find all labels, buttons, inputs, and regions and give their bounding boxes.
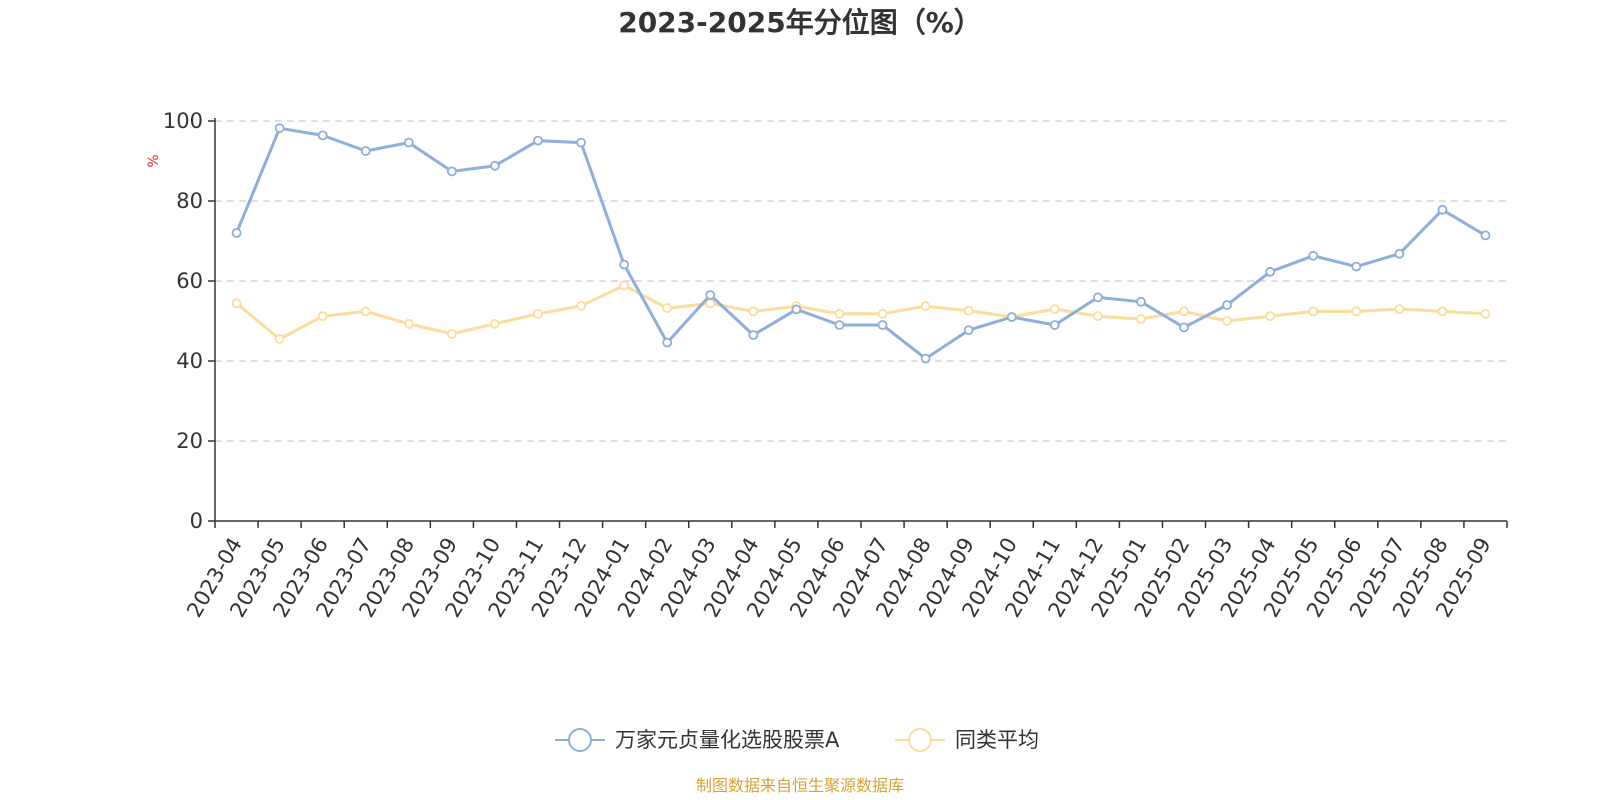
data-point [619, 259, 630, 270]
data-point [1480, 230, 1491, 241]
data-point [1136, 314, 1146, 324]
data-point [1179, 306, 1189, 317]
data-point [1437, 306, 1448, 317]
y-tick-label: 0 [190, 509, 203, 533]
data-point [1092, 311, 1103, 322]
data-point [1222, 316, 1232, 326]
data-point [1308, 250, 1319, 261]
data-point [877, 308, 888, 319]
data-point [1265, 311, 1276, 322]
data-point [662, 337, 673, 348]
series-line [235, 283, 1486, 341]
data-point [360, 146, 371, 156]
data-point [1222, 300, 1232, 310]
data-point [1351, 261, 1362, 272]
data-point [317, 130, 328, 141]
data-point [533, 308, 543, 319]
axes: 0204060801002023-042023-052023-062023-07… [163, 109, 1508, 621]
series-fund [231, 123, 1491, 364]
data-point [1394, 304, 1405, 314]
data-point [920, 353, 931, 364]
legend-item[interactable]: 同类平均 [895, 728, 1039, 752]
series-lines [231, 123, 1491, 364]
data-point [317, 311, 328, 322]
data-point [446, 166, 457, 177]
y-tick-label: 20 [176, 429, 203, 453]
data-point [877, 320, 888, 330]
data-point [576, 137, 586, 148]
legend-marker-icon [568, 728, 592, 752]
data-point [274, 334, 285, 344]
data-point [1092, 292, 1103, 303]
series-peer-average [231, 280, 1491, 344]
data-point [231, 228, 242, 238]
data-point [1136, 296, 1146, 307]
data-point [403, 137, 414, 148]
data-point [533, 135, 543, 146]
data-source-note: 制图数据来自恒生聚源数据库 [696, 776, 904, 795]
data-point [662, 303, 673, 314]
data-point [1308, 306, 1319, 317]
legend-label: 万家元贞量化选股股票A [615, 728, 840, 752]
legend-item[interactable]: 万家元贞量化选股股票A [555, 728, 840, 752]
data-point [834, 308, 845, 319]
data-point [748, 330, 759, 340]
data-point [274, 123, 285, 134]
data-point [1049, 304, 1060, 314]
data-point [1437, 204, 1448, 215]
data-point [1179, 322, 1189, 333]
data-point [231, 298, 242, 309]
data-point [1049, 320, 1060, 330]
data-point [705, 298, 716, 309]
data-point [705, 290, 716, 300]
data-point [834, 320, 845, 330]
series-line [235, 126, 1487, 361]
chart-title: 2023-2025年分位图（%） [618, 6, 982, 39]
legend[interactable]: 万家元贞量化选股股票A 同类平均 [555, 728, 1039, 752]
data-point [791, 304, 802, 315]
data-point [446, 328, 457, 339]
data-point [1480, 308, 1491, 319]
y-tick-label: 40 [176, 349, 203, 373]
data-point [1265, 266, 1276, 277]
data-point [403, 318, 414, 329]
legend-label: 同类平均 [955, 728, 1039, 752]
legend-marker-icon [908, 728, 932, 752]
y-tick-label: 100 [163, 109, 203, 133]
grid-lines [215, 120, 1507, 442]
data-point [748, 306, 759, 317]
y-tick-label: 60 [176, 269, 203, 293]
data-point [1006, 312, 1017, 322]
y-axis-unit-label: % [146, 154, 162, 167]
data-point [963, 305, 974, 316]
data-point [1394, 248, 1405, 259]
data-point [490, 160, 500, 171]
data-point [1351, 306, 1362, 317]
data-point [920, 301, 931, 312]
data-point [619, 280, 630, 291]
data-point [490, 318, 500, 329]
y-tick-label: 80 [176, 189, 203, 213]
data-point [576, 300, 586, 311]
data-point [963, 325, 974, 336]
data-point [360, 306, 371, 317]
